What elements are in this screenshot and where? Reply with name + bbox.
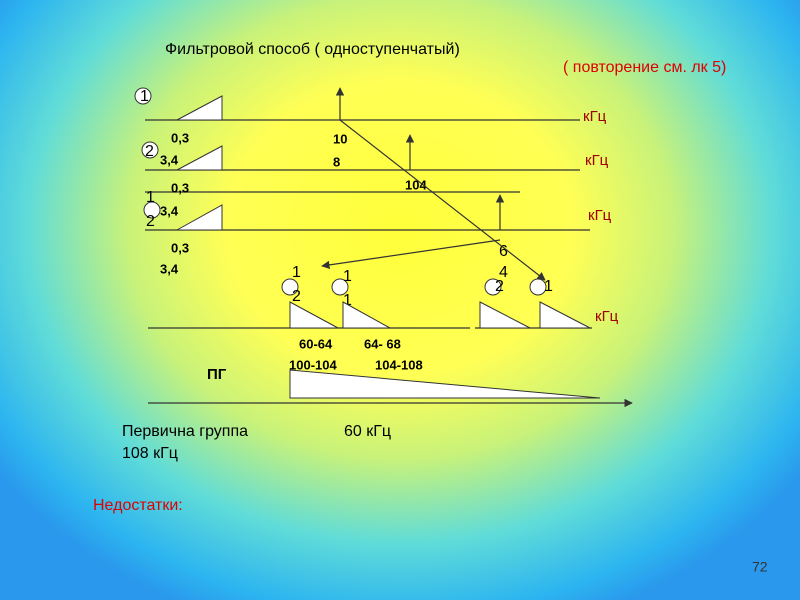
band: 100-104 [289, 357, 337, 372]
unit: кГц [583, 108, 607, 125]
carrier-top: 10 [333, 131, 347, 146]
group-label: Первична группа [122, 423, 248, 440]
carrier-bottom: 8 [333, 154, 340, 169]
channel-bottom: 1 [343, 292, 352, 309]
circle [331, 278, 349, 296]
group-low: 60 кГц [344, 423, 391, 440]
band: 64- 68 [364, 336, 401, 351]
spectrum [539, 301, 591, 329]
circle [484, 278, 502, 296]
low: 0,3 [171, 180, 189, 195]
channel: 1 [544, 278, 553, 295]
spectrum [289, 301, 339, 329]
spectrum [176, 145, 223, 171]
channel-top: 1 [146, 189, 155, 206]
high: 3,4 [160, 152, 179, 167]
channel-bottom: 2 [292, 288, 301, 305]
carrier: 104 [405, 177, 427, 192]
band: 60-64 [299, 336, 333, 351]
note: ( повторение см. лк 5) [563, 59, 726, 76]
circle [134, 87, 152, 105]
page-number: 72 [752, 559, 768, 575]
carrier-top: 6 [499, 243, 508, 260]
spectrum [176, 95, 223, 121]
low: 0,3 [171, 240, 189, 255]
high: 3,4 [160, 261, 179, 276]
circle [141, 141, 159, 159]
title: Фильтровой способ ( одноступенчатый) [165, 41, 460, 58]
channel: 2 [495, 278, 504, 295]
band: 104-108 [375, 357, 423, 372]
carrier-bottom: 4 [499, 264, 508, 281]
unit: кГц [588, 207, 612, 224]
drawbacks: Недостатки: [93, 497, 183, 514]
connector [321, 239, 501, 270]
circle [143, 201, 161, 219]
channel-top: 1 [292, 264, 301, 281]
circle [529, 278, 547, 296]
channel-bottom: 2 [146, 213, 155, 230]
group-high: 108 кГц [122, 445, 178, 462]
group-spectrum [289, 369, 601, 399]
unit: кГц [585, 152, 609, 169]
circle [281, 278, 299, 296]
high: 3,4 [160, 203, 179, 218]
channel-top: 1 [343, 268, 352, 285]
group: ПГ [207, 366, 227, 383]
spectrum [342, 301, 391, 329]
spectrum [175, 204, 223, 231]
connector [339, 119, 546, 281]
channel: 1 [140, 88, 149, 105]
channel: 2 [145, 143, 154, 160]
low: 0,3 [171, 130, 189, 145]
unit: кГц [595, 308, 619, 325]
spectrum [479, 301, 531, 329]
